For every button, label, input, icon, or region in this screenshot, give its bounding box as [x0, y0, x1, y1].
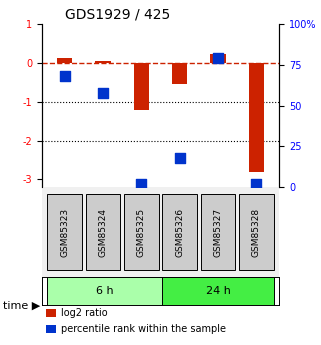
FancyBboxPatch shape: [86, 194, 120, 270]
Text: log2 ratio: log2 ratio: [61, 308, 107, 318]
Bar: [210, 55, 226, 63]
Bar: [48, 277, 162, 305]
Text: GSM85325: GSM85325: [137, 208, 146, 257]
Text: GSM85327: GSM85327: [213, 208, 222, 257]
Text: GSM85326: GSM85326: [175, 208, 184, 257]
Text: GSM85324: GSM85324: [99, 208, 108, 257]
Point: [100, 90, 106, 96]
FancyBboxPatch shape: [201, 194, 235, 270]
FancyBboxPatch shape: [239, 194, 273, 270]
Point: [62, 73, 67, 79]
Bar: [47, 309, 56, 317]
FancyBboxPatch shape: [124, 194, 159, 270]
Bar: [95, 61, 111, 63]
Bar: [172, 63, 187, 84]
Bar: [162, 277, 273, 305]
Bar: [249, 63, 264, 172]
Bar: [57, 58, 72, 63]
Point: [139, 181, 144, 187]
Text: percentile rank within the sample: percentile rank within the sample: [61, 324, 226, 334]
Text: GDS1929 / 425: GDS1929 / 425: [65, 8, 171, 22]
Bar: [134, 63, 149, 110]
Text: GSM85328: GSM85328: [252, 208, 261, 257]
Text: time ▶: time ▶: [3, 300, 40, 310]
Text: GSM85323: GSM85323: [60, 208, 69, 257]
Point: [254, 181, 259, 187]
Text: 6 h: 6 h: [96, 286, 114, 296]
Text: 24 h: 24 h: [205, 286, 230, 296]
Bar: [47, 325, 56, 333]
Point: [215, 56, 221, 61]
FancyBboxPatch shape: [48, 194, 82, 270]
Point: [177, 155, 182, 161]
FancyBboxPatch shape: [162, 194, 197, 270]
